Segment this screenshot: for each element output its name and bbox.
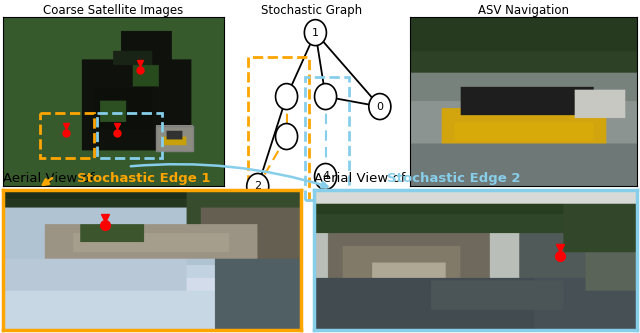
Text: 4: 4: [322, 171, 329, 181]
Bar: [97, 113, 162, 158]
Text: 1: 1: [312, 28, 319, 38]
Text: 2: 2: [254, 181, 261, 191]
Text: Stochastic Edge 1: Stochastic Edge 1: [77, 172, 211, 185]
Circle shape: [276, 84, 298, 110]
Text: Aerial View of: Aerial View of: [3, 172, 99, 185]
Bar: [40, 113, 94, 158]
Title: ASV Navigation: ASV Navigation: [477, 4, 569, 17]
Circle shape: [369, 94, 391, 120]
Circle shape: [314, 84, 337, 110]
Text: Aerial View of: Aerial View of: [314, 172, 409, 185]
Circle shape: [246, 173, 269, 199]
Bar: [156, 126, 193, 151]
Circle shape: [314, 164, 337, 189]
Title: Coarse Satellite Images: Coarse Satellite Images: [44, 4, 184, 17]
Text: 0: 0: [376, 102, 383, 112]
Bar: [305, 77, 349, 200]
Bar: [248, 57, 308, 200]
Title: Stochastic Graph: Stochastic Graph: [261, 4, 363, 17]
Circle shape: [305, 20, 326, 46]
Text: Stochastic Edge 2: Stochastic Edge 2: [387, 172, 521, 185]
Circle shape: [276, 124, 298, 150]
